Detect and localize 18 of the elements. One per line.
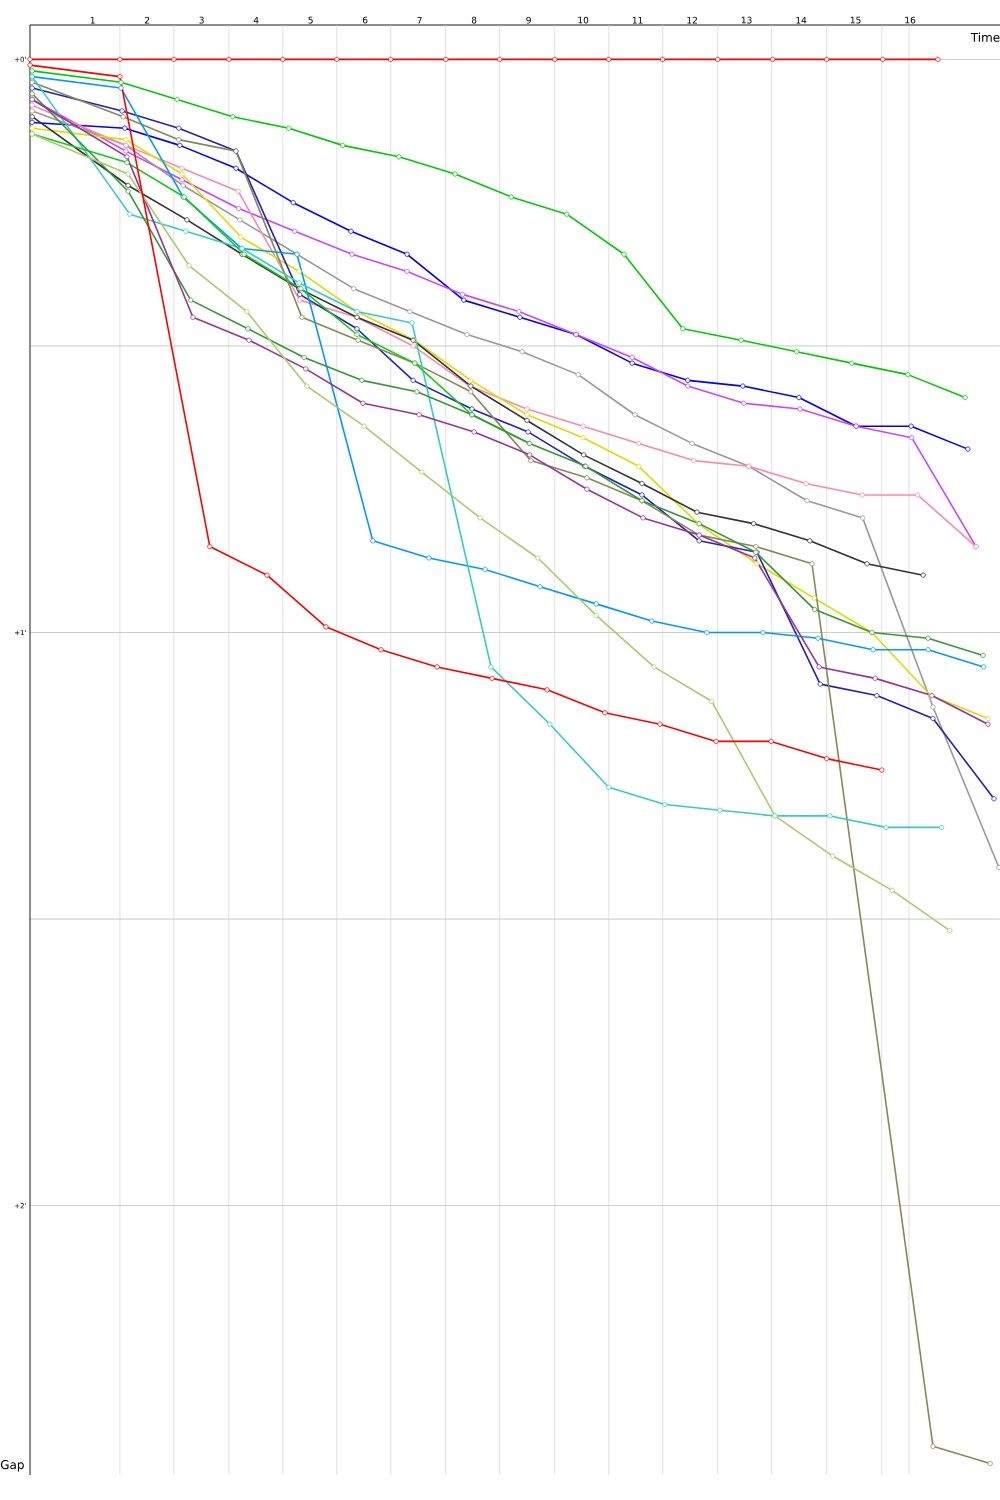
x-tick-label: 7 (417, 16, 422, 24)
x-tick-label: 11 (632, 16, 643, 24)
x-tick-label: 4 (253, 16, 259, 24)
x-tick-label: 9 (526, 16, 531, 24)
y-axis-title: Gap (0, 1460, 24, 1472)
x-axis-title: Time (970, 32, 1000, 42)
x-tick-label: 14 (796, 16, 807, 24)
x-tick-label: 3 (199, 16, 204, 24)
x-tick-label: 2 (144, 16, 150, 24)
x-tick-label: 10 (578, 16, 589, 24)
x-tick-label: 6 (362, 16, 368, 24)
x-tick-label: 1 (90, 16, 95, 24)
x-tick-label: 16 (905, 16, 916, 24)
x-tick-label: 12 (687, 16, 697, 24)
x-tick-label: 13 (741, 16, 752, 24)
x-tick-label: 15 (850, 16, 861, 24)
x-tick-label: 8 (471, 16, 477, 24)
x-tick-label: 5 (308, 16, 313, 24)
